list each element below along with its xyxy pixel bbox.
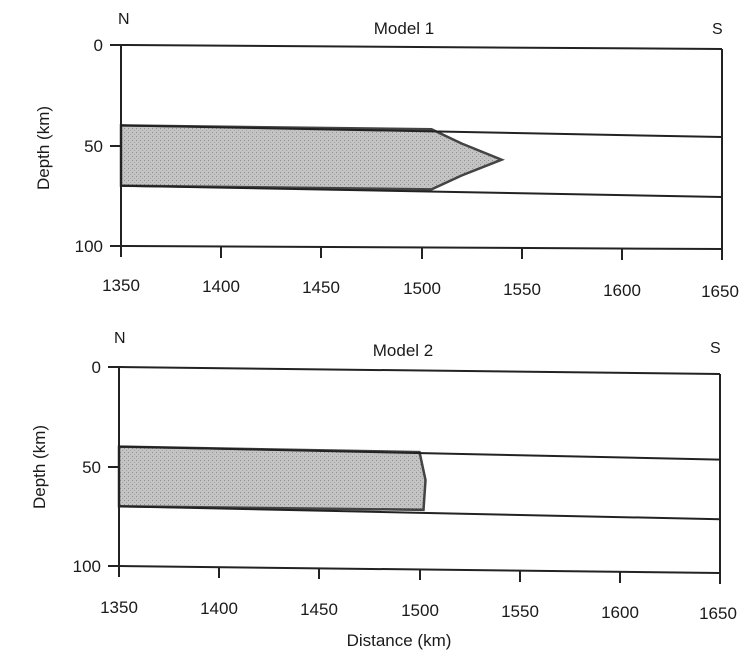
panel-1-bottom-axis (120, 245, 723, 250)
panel-1-top-border (120, 44, 723, 50)
panel-model-1: N Model 1 S Depth (km) 1350 1400 1450 1 (34, 11, 739, 301)
panel-model-2: N Model 2 S Depth (km) 1350 1400 1450 1 (30, 330, 737, 650)
panel-1-x-tick-label: 1450 (302, 278, 340, 297)
panel-2-y-tick-label: 50 (82, 458, 101, 477)
panel-2-y-ticks (108, 366, 119, 567)
panel-1-x-tick-label: 1350 (102, 276, 140, 295)
panel-2-x-tick-label: 1500 (401, 601, 439, 620)
panel-2-y-tick-label: 0 (92, 358, 101, 377)
panel-2-shaded-body (117, 445, 427, 512)
panel-1-y-ticks (110, 44, 121, 247)
panel-1-shaded-body (119, 124, 505, 191)
panel-2-y-tick-labels: 0 50 100 (73, 358, 101, 576)
panel-2-x-tick-label: 1650 (699, 604, 737, 623)
panel-2-x-tick-label: 1600 (601, 603, 639, 622)
panel-1-x-tick-label: 1650 (701, 282, 739, 301)
panel-2-lower-boundary (118, 505, 721, 521)
panel-1-x-tick-label: 1400 (202, 277, 240, 296)
panel-1-x-tick-label: 1600 (603, 281, 641, 300)
panel-1-x-tick-labels: 1350 1400 1450 1500 1550 1600 1650 (102, 276, 739, 301)
panel-1-y-tick-labels: 0 50 100 (75, 36, 103, 256)
panel-2-y-axis-label: Depth (km) (30, 425, 49, 509)
panel-2-y-tick-label: 100 (73, 557, 101, 576)
panel-2-x-ticks (118, 566, 721, 584)
panel-2-x-tick-label: 1350 (100, 598, 138, 617)
panel-1-y-tick-label: 50 (84, 137, 103, 156)
panel-1-lower-boundary (120, 184, 723, 198)
panel-2-title: Model 2 (373, 341, 433, 360)
panel-2-x-tick-label: 1550 (501, 602, 539, 621)
panel-1-x-tick-label: 1550 (503, 280, 541, 299)
panel-1-x-tick-label: 1500 (403, 279, 441, 298)
panel-2-x-tick-labels: 1350 1400 1450 1500 1550 1600 1650 (100, 598, 737, 623)
panel-1-x-ticks (120, 246, 723, 260)
panel-2-plot-area (117, 366, 721, 574)
panel-1-south-label: S (712, 21, 723, 38)
panel-1-title: Model 1 (374, 19, 434, 38)
panel-2-x-axis-label: Distance (km) (347, 631, 452, 650)
panel-2-top-border (118, 366, 721, 375)
panel-1-y-tick-label: 0 (94, 36, 103, 55)
panel-2-x-tick-label: 1400 (200, 599, 238, 618)
panel-2-south-label: S (710, 340, 721, 357)
panel-1-upper-boundary (120, 124, 723, 138)
panel-1-y-tick-label: 100 (75, 237, 103, 256)
panel-1-y-axis-label: Depth (km) (34, 106, 53, 190)
panel-1-plot-area (119, 44, 723, 250)
panel-1-north-label: N (118, 11, 130, 28)
panel-2-x-tick-label: 1450 (300, 600, 338, 619)
panel-2-upper-boundary (118, 445, 721, 461)
panel-2-north-label: N (114, 330, 126, 347)
